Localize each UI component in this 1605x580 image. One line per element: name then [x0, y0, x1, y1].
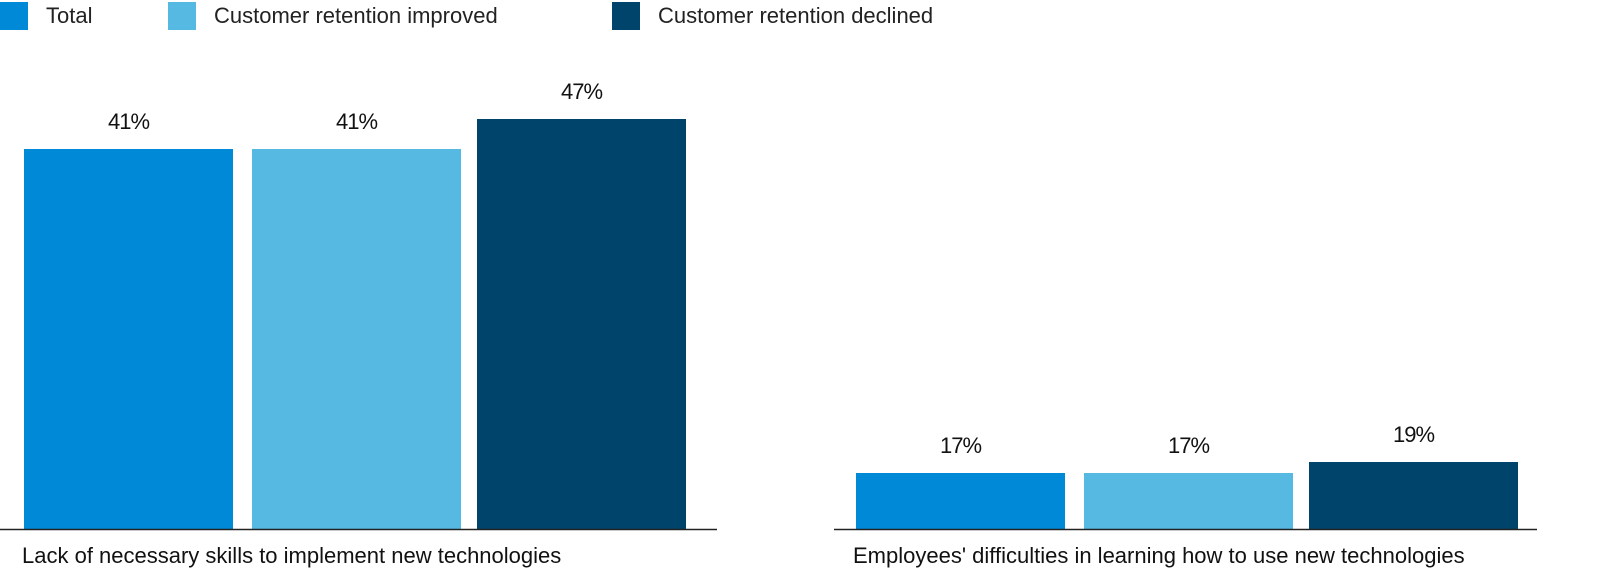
legend-swatch-total: [0, 2, 28, 30]
category-group: 17% 17% 19% Employees' difficulties in lear…: [834, 422, 1537, 568]
data-label: 41%: [336, 109, 377, 134]
category-label: Employees' difficulties in learning how …: [853, 543, 1465, 568]
data-label: 41%: [108, 109, 149, 134]
bar-total[interactable]: [24, 149, 233, 529]
bar-total[interactable]: [856, 473, 1065, 529]
legend-swatch-declined: [612, 2, 640, 30]
legend-item-total[interactable]: Total: [0, 2, 92, 30]
legend-label-declined: Customer retention declined: [658, 3, 934, 28]
legend-item-declined[interactable]: Customer retention declined: [612, 2, 933, 30]
category-group: 41% 41% 47% Lack of necessary skills to imp…: [0, 79, 717, 568]
bar-customer-retention-declined[interactable]: [1309, 462, 1518, 529]
data-label: 19%: [1393, 422, 1434, 447]
bar-customer-retention-improved[interactable]: [1084, 473, 1293, 529]
bar-customer-retention-improved[interactable]: [252, 149, 461, 529]
legend-swatch-improved: [168, 2, 196, 30]
category-label: Lack of necessary skills to implement ne…: [22, 543, 561, 568]
legend-label-total: Total: [46, 3, 93, 28]
data-label: 17%: [940, 433, 981, 458]
legend-item-improved[interactable]: Customer retention improved: [168, 2, 498, 30]
data-label: 17%: [1168, 433, 1209, 458]
data-label: 47%: [561, 79, 602, 104]
legend-label-improved: Customer retention improved: [214, 3, 498, 28]
bar-customer-retention-declined[interactable]: [477, 119, 686, 529]
